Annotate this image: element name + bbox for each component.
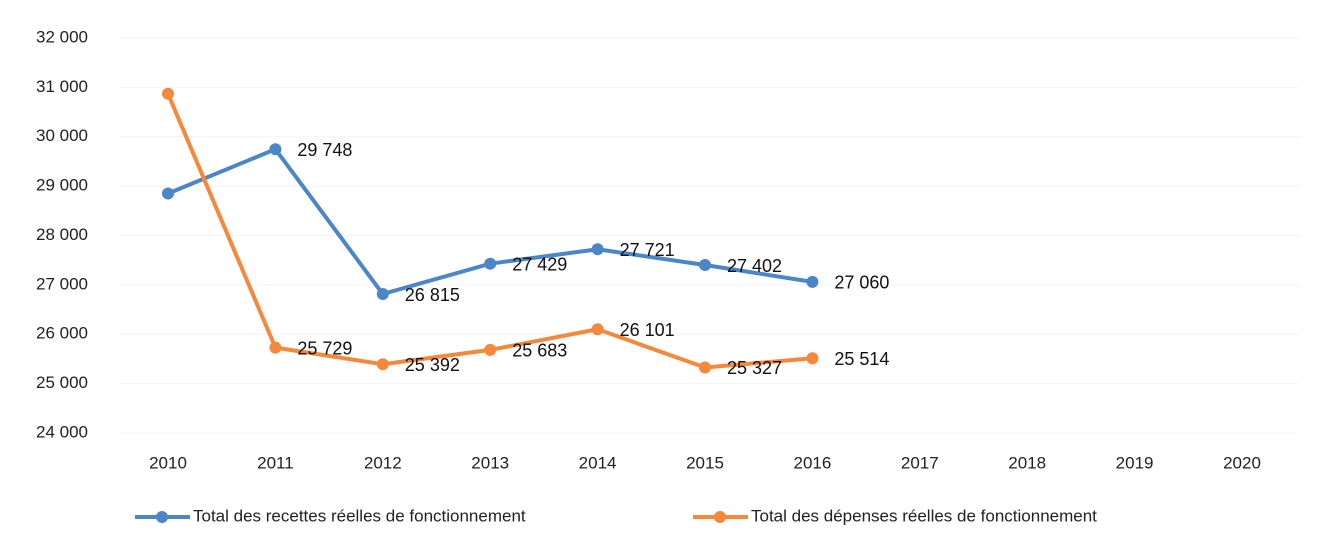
data-point xyxy=(806,275,819,288)
data-point xyxy=(591,243,604,256)
x-tick-label: 2020 xyxy=(1223,453,1261,472)
data-point xyxy=(269,143,282,156)
legend-marker xyxy=(156,511,168,523)
x-tick-label: 2018 xyxy=(1008,453,1046,472)
y-tick-label: 26 000 xyxy=(36,324,88,343)
data-label: 29 748 xyxy=(297,140,352,160)
data-label: 25 729 xyxy=(297,338,352,358)
x-tick-label: 2019 xyxy=(1116,453,1154,472)
x-tick-label: 2017 xyxy=(901,453,939,472)
data-label: 25 683 xyxy=(512,341,567,361)
data-label: 25 327 xyxy=(727,358,782,378)
data-label: 26 101 xyxy=(620,320,675,340)
data-label: 25 514 xyxy=(834,349,889,369)
x-tick-label: 2014 xyxy=(579,453,617,472)
data-point xyxy=(699,259,711,272)
data-label: 27 721 xyxy=(620,240,675,260)
y-tick-label: 27 000 xyxy=(36,274,88,293)
data-point xyxy=(162,187,174,200)
data-point xyxy=(376,358,389,371)
data-point xyxy=(484,257,497,270)
data-label: 27 060 xyxy=(834,273,889,293)
data-label: 26 815 xyxy=(405,285,460,305)
data-label: 27 429 xyxy=(512,254,567,274)
y-tick-label: 32 000 xyxy=(36,27,88,46)
y-tick-label: 24 000 xyxy=(36,422,88,441)
y-tick-label: 29 000 xyxy=(36,176,88,195)
data-point xyxy=(484,343,497,356)
y-tick-label: 25 000 xyxy=(36,373,88,392)
data-label: 25 392 xyxy=(405,355,460,375)
data-label: 27 402 xyxy=(727,256,782,276)
data-point xyxy=(162,87,174,100)
legend-label: Total des recettes réelles de fonctionne… xyxy=(193,506,526,525)
data-point xyxy=(806,352,819,365)
data-point xyxy=(269,341,282,354)
x-tick-label: 2016 xyxy=(793,453,831,472)
y-tick-label: 30 000 xyxy=(36,126,88,145)
data-point xyxy=(591,323,604,336)
legend-marker xyxy=(714,511,726,523)
y-tick-label: 28 000 xyxy=(36,225,88,244)
data-point xyxy=(376,288,389,301)
x-tick-label: 2015 xyxy=(686,453,724,472)
x-tick-label: 2013 xyxy=(471,453,509,472)
x-tick-label: 2010 xyxy=(149,453,187,472)
series-line xyxy=(167,147,813,297)
x-tick-label: 2011 xyxy=(257,453,294,472)
series-line xyxy=(166,93,813,370)
x-tick-label: 2012 xyxy=(364,453,402,472)
data-point xyxy=(699,361,711,374)
legend-label: Total des dépenses réelles de fonctionne… xyxy=(751,506,1097,525)
y-tick-label: 31 000 xyxy=(36,77,88,96)
